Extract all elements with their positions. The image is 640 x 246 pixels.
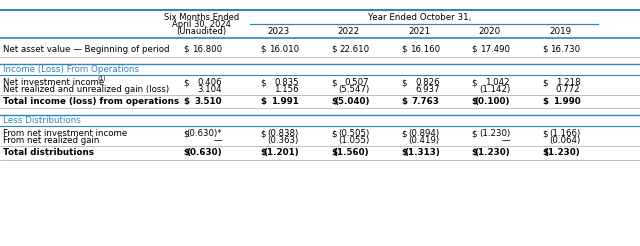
Text: 2019: 2019 (549, 27, 571, 36)
Text: 1.991: 1.991 (271, 97, 299, 106)
Text: 22.610: 22.610 (339, 45, 369, 54)
Text: $: $ (184, 148, 189, 157)
Text: $: $ (184, 129, 189, 138)
Text: (1.313): (1.313) (404, 148, 440, 157)
Text: Total distributions: Total distributions (3, 148, 94, 157)
Text: 2020: 2020 (479, 27, 500, 36)
Text: 1.218: 1.218 (556, 78, 580, 87)
Text: $: $ (331, 129, 337, 138)
Text: 7.763: 7.763 (412, 97, 440, 106)
Text: 2023: 2023 (268, 27, 289, 36)
Text: 0.406: 0.406 (198, 78, 222, 87)
Text: $: $ (260, 97, 266, 106)
Text: Net asset value — Beginning of period: Net asset value — Beginning of period (3, 45, 170, 54)
Text: —: — (214, 136, 222, 145)
Text: —: — (502, 136, 510, 145)
Text: Less Distributions: Less Distributions (3, 116, 81, 125)
Text: (5.547): (5.547) (338, 85, 369, 94)
Text: 3.510: 3.510 (195, 97, 222, 106)
Text: $: $ (472, 78, 477, 87)
Text: $: $ (472, 129, 477, 138)
Text: Income (Loss) From Operations: Income (Loss) From Operations (3, 65, 140, 74)
Text: 16.730: 16.730 (550, 45, 580, 54)
Text: (0.064): (0.064) (549, 136, 580, 145)
Text: (0.894): (0.894) (408, 129, 440, 138)
Text: (1.560): (1.560) (333, 148, 369, 157)
Text: $: $ (542, 129, 548, 138)
Text: $: $ (260, 78, 266, 87)
Text: $: $ (260, 129, 266, 138)
Text: (1.201): (1.201) (263, 148, 299, 157)
Text: 0.835: 0.835 (275, 78, 299, 87)
Text: (1): (1) (98, 76, 106, 81)
Text: (Unaudited): (Unaudited) (177, 27, 227, 36)
Text: 1.156: 1.156 (275, 85, 299, 94)
Text: Year Ended October 31,: Year Ended October 31, (367, 13, 471, 22)
Text: (0.838): (0.838) (268, 129, 299, 138)
Text: (1.230): (1.230) (545, 148, 580, 157)
Text: $: $ (331, 78, 337, 87)
Text: (1.055): (1.055) (338, 136, 369, 145)
Text: 17.490: 17.490 (480, 45, 510, 54)
Text: $: $ (472, 148, 477, 157)
Text: $: $ (401, 129, 407, 138)
Text: Six Months Ended: Six Months Ended (164, 13, 239, 22)
Text: 0.507: 0.507 (345, 78, 369, 87)
Text: 16.010: 16.010 (269, 45, 299, 54)
Text: $: $ (401, 97, 407, 106)
Text: $: $ (331, 97, 337, 106)
Text: (1.166): (1.166) (549, 129, 580, 138)
Text: $: $ (260, 148, 266, 157)
Text: 1.042: 1.042 (486, 78, 510, 87)
Text: $: $ (184, 97, 189, 106)
Text: $: $ (401, 148, 407, 157)
Text: $: $ (472, 45, 477, 54)
Text: 1.990: 1.990 (553, 97, 580, 106)
Text: (0.630)*: (0.630)* (187, 129, 222, 138)
Text: (0.505): (0.505) (338, 129, 369, 138)
Text: $: $ (542, 97, 548, 106)
Text: From net realized gain: From net realized gain (3, 136, 100, 145)
Text: $: $ (542, 148, 548, 157)
Text: 2021: 2021 (408, 27, 430, 36)
Text: $: $ (184, 45, 189, 54)
Text: 16.800: 16.800 (192, 45, 222, 54)
Text: Net realized and unrealized gain (loss): Net realized and unrealized gain (loss) (3, 85, 170, 94)
Text: (5.040): (5.040) (334, 97, 369, 106)
Text: 0.772: 0.772 (556, 85, 580, 94)
Text: Total income (loss) from operations: Total income (loss) from operations (3, 97, 179, 106)
Text: $: $ (472, 97, 477, 106)
Text: $: $ (331, 45, 337, 54)
Text: $: $ (331, 148, 337, 157)
Text: (1.230): (1.230) (474, 148, 510, 157)
Text: 3.104: 3.104 (198, 85, 222, 94)
Text: April 30, 2024: April 30, 2024 (172, 20, 231, 29)
Text: 2022: 2022 (338, 27, 360, 36)
Text: (1.142): (1.142) (479, 85, 510, 94)
Text: 6.937: 6.937 (415, 85, 440, 94)
Text: (0.630): (0.630) (186, 148, 222, 157)
Text: 0.826: 0.826 (415, 78, 440, 87)
Text: $: $ (542, 45, 548, 54)
Text: Net investment income: Net investment income (3, 78, 104, 87)
Text: $: $ (401, 78, 407, 87)
Text: 16.160: 16.160 (410, 45, 440, 54)
Text: $: $ (184, 78, 189, 87)
Text: $: $ (260, 45, 266, 54)
Text: (0.363): (0.363) (268, 136, 299, 145)
Text: (1.230): (1.230) (479, 129, 510, 138)
Text: $: $ (401, 45, 407, 54)
Text: From net investment income: From net investment income (3, 129, 127, 138)
Text: $: $ (542, 78, 548, 87)
Text: (0.419): (0.419) (408, 136, 440, 145)
Text: (0.100): (0.100) (475, 97, 510, 106)
